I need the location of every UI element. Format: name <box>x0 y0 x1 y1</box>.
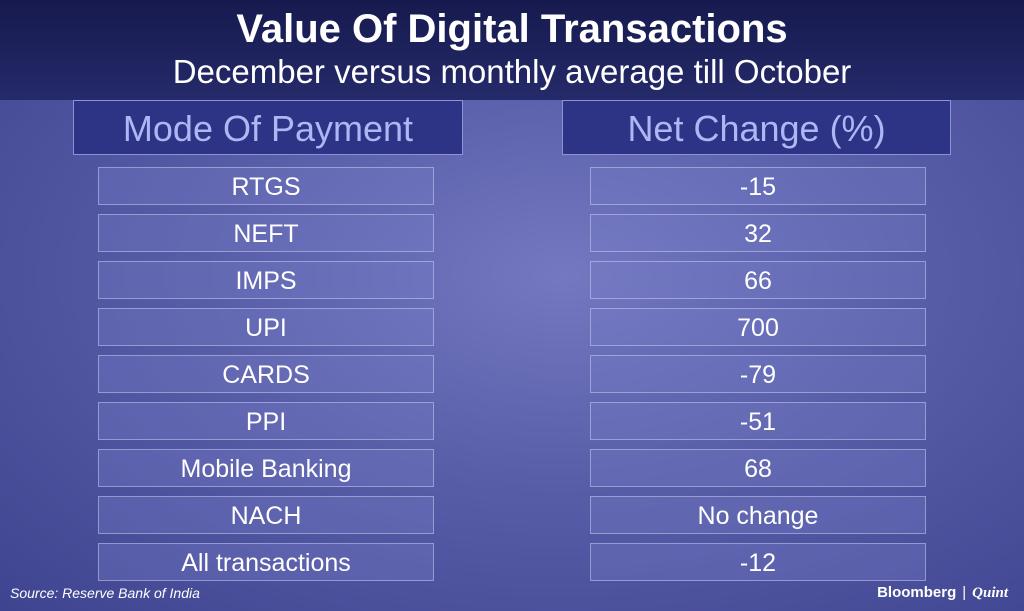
change-cell: -15 <box>590 167 926 205</box>
mode-cell: PPI <box>98 402 434 440</box>
mode-cell: NEFT <box>98 214 434 252</box>
header: Value Of Digital Transactions December v… <box>0 0 1024 100</box>
mode-cell: Mobile Banking <box>98 449 434 487</box>
change-cell: -51 <box>590 402 926 440</box>
title: Value Of Digital Transactions <box>236 7 788 51</box>
change-cell: No change <box>590 496 926 534</box>
source: Source: Reserve Bank of India <box>10 585 200 601</box>
mode-cell: NACH <box>98 496 434 534</box>
mode-cell: IMPS <box>98 261 434 299</box>
mode-cell: UPI <box>98 308 434 346</box>
change-cell: 68 <box>590 449 926 487</box>
change-cell: 700 <box>590 308 926 346</box>
brand-name: Quint <box>972 585 1008 601</box>
change-cell: -79 <box>590 355 926 393</box>
mode-cell: All transactions <box>98 543 434 581</box>
column-header: Mode Of Payment <box>73 100 463 155</box>
column-header: Net Change (%) <box>562 100 951 155</box>
brand: Bloomberg | Quint <box>877 584 1008 602</box>
mode-cell: CARDS <box>98 355 434 393</box>
subtitle: December versus monthly average till Oct… <box>172 53 852 90</box>
change-cell: 32 <box>590 214 926 252</box>
separator: | <box>962 584 967 601</box>
change-cell: -12 <box>590 543 926 581</box>
brand-name: Bloomberg <box>877 584 957 601</box>
change-cell: 66 <box>590 261 926 299</box>
mode-cell: RTGS <box>98 167 434 205</box>
